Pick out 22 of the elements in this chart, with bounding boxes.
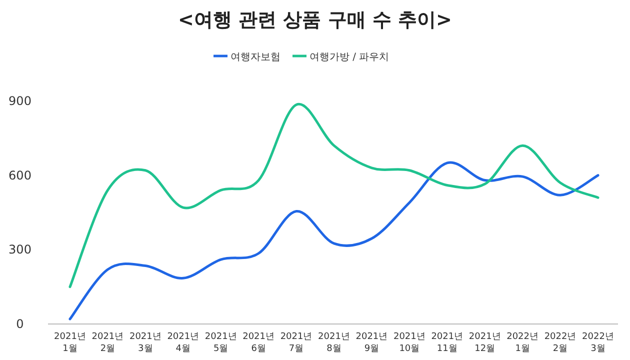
x-tick-label: 2021년 6월	[242, 332, 275, 354]
x-tick-label: 2021년 7월	[280, 332, 312, 354]
x-tick-label: 2021년 10월	[393, 332, 426, 354]
x-tick-label: 2022년 2월	[544, 332, 576, 354]
x-tick-label: 2021년 8월	[318, 332, 350, 354]
x-tick-label: 2021년 1월	[54, 332, 86, 354]
y-tick-label: 300	[8, 242, 32, 257]
title: <여행 관련 상품 구매 수 추이>	[178, 9, 452, 31]
x-tick-label: 2021년 2월	[92, 332, 124, 354]
y-tick-label: 600	[8, 168, 32, 182]
x-tick-label: 2021년 3월	[129, 332, 162, 354]
x-tick-label: 2022년 3월	[582, 332, 614, 354]
y-tick-label: 900	[8, 94, 32, 108]
x-tick-label: 2022년 1월	[506, 332, 539, 354]
x-tick-label: 2021년 5월	[204, 332, 237, 354]
x-tick-label: 2021년 11월	[431, 332, 464, 354]
x-tick-label: 2021년 9월	[356, 332, 388, 354]
x-tick-label: 2021년 12월	[468, 332, 501, 354]
y-tick-label: 0	[16, 317, 24, 331]
x-tick-label: 2021년 4월	[167, 332, 200, 354]
legend-label: 여행가방 / 파우치	[310, 52, 390, 63]
legend-label: 여행자보험	[230, 52, 280, 63]
